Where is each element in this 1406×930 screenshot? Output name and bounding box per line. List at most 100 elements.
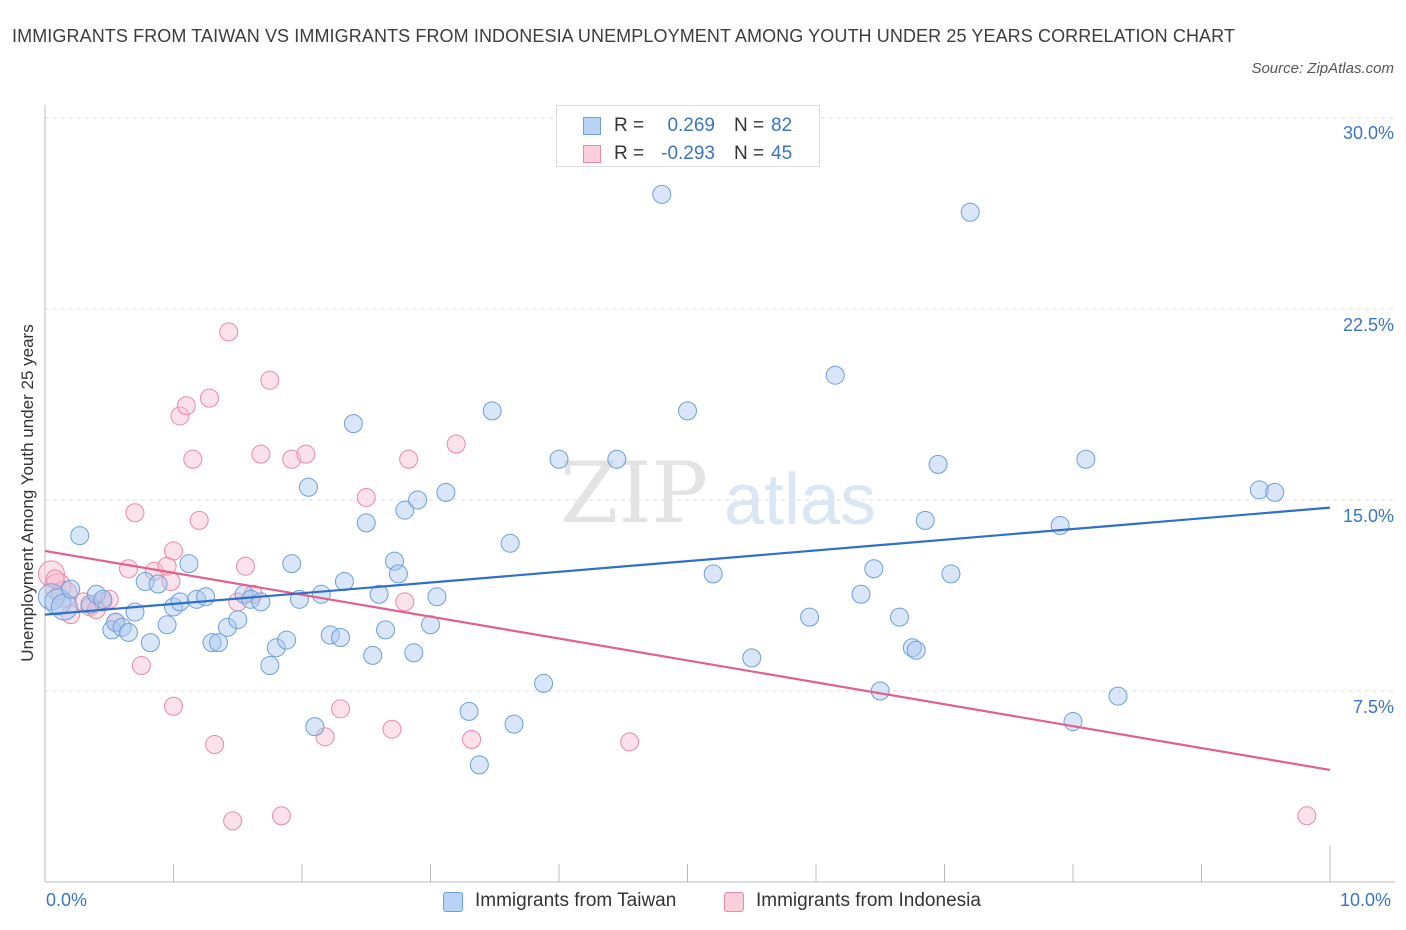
watermark-zip: ZIP [560, 444, 708, 542]
taiwan-point [385, 551, 405, 571]
taiwan-point [343, 414, 363, 434]
indonesia-swatch [583, 145, 601, 163]
taiwan-point [282, 554, 302, 574]
indonesia-point [119, 559, 139, 579]
r-label: R = [614, 115, 645, 136]
taiwan-point [549, 449, 569, 469]
indonesia-point [235, 556, 255, 576]
taiwan-point [864, 559, 884, 579]
indonesia-point [399, 449, 419, 469]
taiwan-point [112, 617, 132, 637]
taiwan-point [427, 587, 447, 607]
taiwan-point [266, 638, 286, 658]
taiwan-point [305, 717, 325, 737]
taiwan-swatch [443, 892, 463, 912]
taiwan-point [119, 622, 139, 642]
legend-label: Immigrants from Taiwan [475, 890, 677, 911]
indonesia-point [183, 449, 203, 469]
taiwan-point [356, 513, 376, 533]
taiwan-point [408, 490, 428, 510]
chart-title: IMMIGRANTS FROM TAIWAN VS IMMIGRANTS FRO… [12, 26, 1236, 46]
indonesia-point [395, 592, 415, 612]
taiwan-point [1076, 449, 1096, 469]
taiwan-point [157, 615, 177, 635]
indonesia-point [251, 444, 271, 464]
indonesia-point [170, 406, 190, 426]
n-value: 82 [771, 115, 793, 136]
taiwan-point [436, 482, 456, 502]
indonesia-point [176, 396, 196, 416]
taiwan-point [652, 184, 672, 204]
y-tick-label: 7.5% [1352, 697, 1394, 717]
indonesia-point [260, 370, 280, 390]
indonesia-point [189, 510, 209, 530]
stats-row-indonesia: R = -0.293 N = 45 [557, 139, 819, 167]
y-tick-label: 15.0% [1342, 506, 1394, 526]
indonesia-point [315, 727, 335, 747]
taiwan-point [941, 564, 961, 584]
indonesia-point [164, 696, 183, 716]
taiwan-point [93, 589, 113, 609]
series-legend: Immigrants from Taiwan Immigrants from I… [0, 888, 1406, 916]
taiwan-point [395, 500, 415, 520]
taiwan-point [800, 607, 820, 627]
taiwan-point [825, 365, 845, 385]
taiwan-point [70, 526, 90, 546]
taiwan-point [196, 587, 216, 607]
r-value: -0.293 [661, 143, 715, 164]
taiwan-point [703, 564, 723, 584]
taiwan-point [86, 584, 106, 604]
taiwan-point [228, 610, 248, 630]
taiwan-point [277, 630, 297, 650]
taiwan-point [1050, 515, 1070, 535]
taiwan-point [482, 401, 502, 421]
r-value: 0.269 [667, 115, 715, 136]
stats-row-taiwan: R = 0.269 N = 82 [557, 111, 819, 139]
y-tick-label: 22.5% [1342, 315, 1394, 335]
taiwan-trend-line [44, 506, 1331, 616]
n-label: N = [734, 143, 765, 164]
indonesia-point [125, 503, 145, 523]
taiwan-point [870, 681, 890, 701]
indonesia-point [271, 806, 291, 826]
taiwan-point [459, 701, 479, 721]
taiwan-point [179, 554, 199, 574]
indonesia-point [296, 444, 316, 464]
indonesia-point [462, 729, 482, 749]
taiwan-point [851, 584, 871, 604]
taiwan-point [388, 564, 408, 584]
taiwan-point [906, 640, 926, 660]
n-label: N = [734, 115, 765, 136]
taiwan-point [298, 477, 318, 497]
taiwan-point [202, 633, 222, 653]
indonesia-point [199, 388, 219, 408]
indonesia-point [1297, 806, 1317, 826]
indonesia-point [382, 719, 402, 739]
watermark-atlas: atlas [724, 460, 876, 540]
taiwan-point [1249, 480, 1269, 500]
taiwan-point [742, 648, 762, 668]
indonesia-point [219, 322, 239, 342]
indonesia-point [331, 699, 351, 719]
trend-lines [44, 506, 1331, 772]
indonesia-point [282, 449, 302, 469]
taiwan-point [1265, 482, 1285, 502]
taiwan-point [140, 633, 160, 653]
axes [44, 105, 1395, 883]
taiwan-point [80, 594, 100, 614]
taiwan-point [534, 673, 554, 693]
source-label: Source: ZipAtlas.com [1251, 60, 1394, 77]
taiwan-swatch [583, 117, 601, 135]
series-indonesia [37, 322, 1317, 831]
indonesia-point [205, 734, 225, 754]
taiwan-point [331, 628, 351, 648]
taiwan-point [61, 579, 81, 599]
taiwan-point [106, 612, 126, 632]
taiwan-point [148, 574, 168, 594]
taiwan-point [311, 584, 331, 604]
taiwan-point [928, 454, 948, 474]
indonesia-point [223, 811, 243, 831]
indonesia-trend-line [44, 549, 1331, 772]
taiwan-point [1108, 686, 1128, 706]
taiwan-point [334, 571, 354, 591]
